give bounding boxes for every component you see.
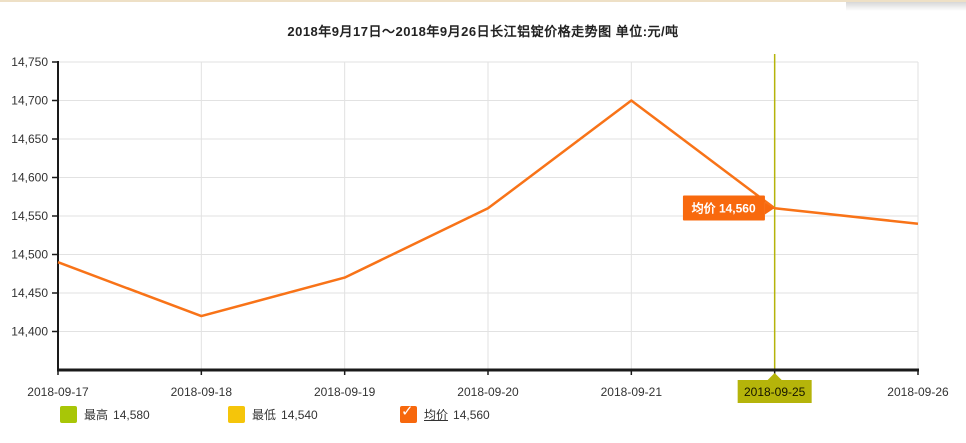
avg-swatch-icon: ✓ (400, 403, 417, 423)
low-swatch-icon (228, 406, 245, 423)
y-tick-label: 14,450 (11, 286, 48, 300)
legend-item-avg[interactable]: ✓ 均价 14,560 (400, 403, 490, 423)
x-tick-label: 2018-09-20 (457, 385, 519, 399)
x-tick-label: 2018-09-25 (744, 385, 806, 399)
y-tick-label: 14,700 (11, 94, 48, 108)
x-tick-label: 2018-09-18 (171, 385, 233, 399)
avg-price-tooltip: 均价 14,560 (682, 195, 774, 221)
legend-label: 均价 (424, 408, 449, 422)
page-top-border (0, 0, 966, 2)
x-tick-label: 2018-09-19 (314, 385, 376, 399)
legend-label: 最高 (84, 408, 109, 422)
check-icon: ✓ (401, 403, 414, 420)
selected-date-badge (737, 380, 812, 403)
y-tick-label: 14,500 (11, 248, 48, 262)
page-top-shadow (846, 2, 966, 11)
x-tick-label: 2018-09-17 (27, 385, 89, 399)
legend-label: 最低 (252, 408, 277, 422)
legend-value: 14,540 (281, 407, 318, 422)
high-swatch-icon (60, 406, 77, 423)
legend-value: 14,560 (453, 407, 490, 422)
tooltip-value: 14,560 (718, 201, 756, 216)
avg-price-line (57, 99, 919, 318)
tooltip-label: 均价 (691, 201, 716, 216)
legend-item-low[interactable]: 最低 14,540 (228, 406, 318, 423)
y-tick-label: 14,400 (11, 325, 48, 339)
y-tick-label: 14,650 (11, 132, 48, 146)
x-tick-label: 2018-09-21 (601, 385, 663, 399)
y-tick-label: 14,600 (11, 171, 48, 185)
x-tick-label: 2018-09-26 (887, 385, 949, 399)
price-line-chart[interactable]: 14,400 14,450 14,500 14,550 14,600 14,650 14,7… (0, 0, 966, 405)
legend: 最高 14,580 最低 14,540 ✓ 均价 14,560 (0, 403, 966, 434)
legend-item-high[interactable]: 最高 14,580 (60, 406, 150, 423)
selected-date-pointer-icon (766, 373, 783, 381)
legend-value: 14,580 (113, 407, 150, 422)
y-tick-label: 14,750 (11, 55, 48, 69)
chart-title: 2018年9月17日～2018年9月26日长江铝锭价格走势图 单位:元/吨 (287, 24, 679, 39)
y-tick-label: 14,550 (11, 209, 48, 223)
